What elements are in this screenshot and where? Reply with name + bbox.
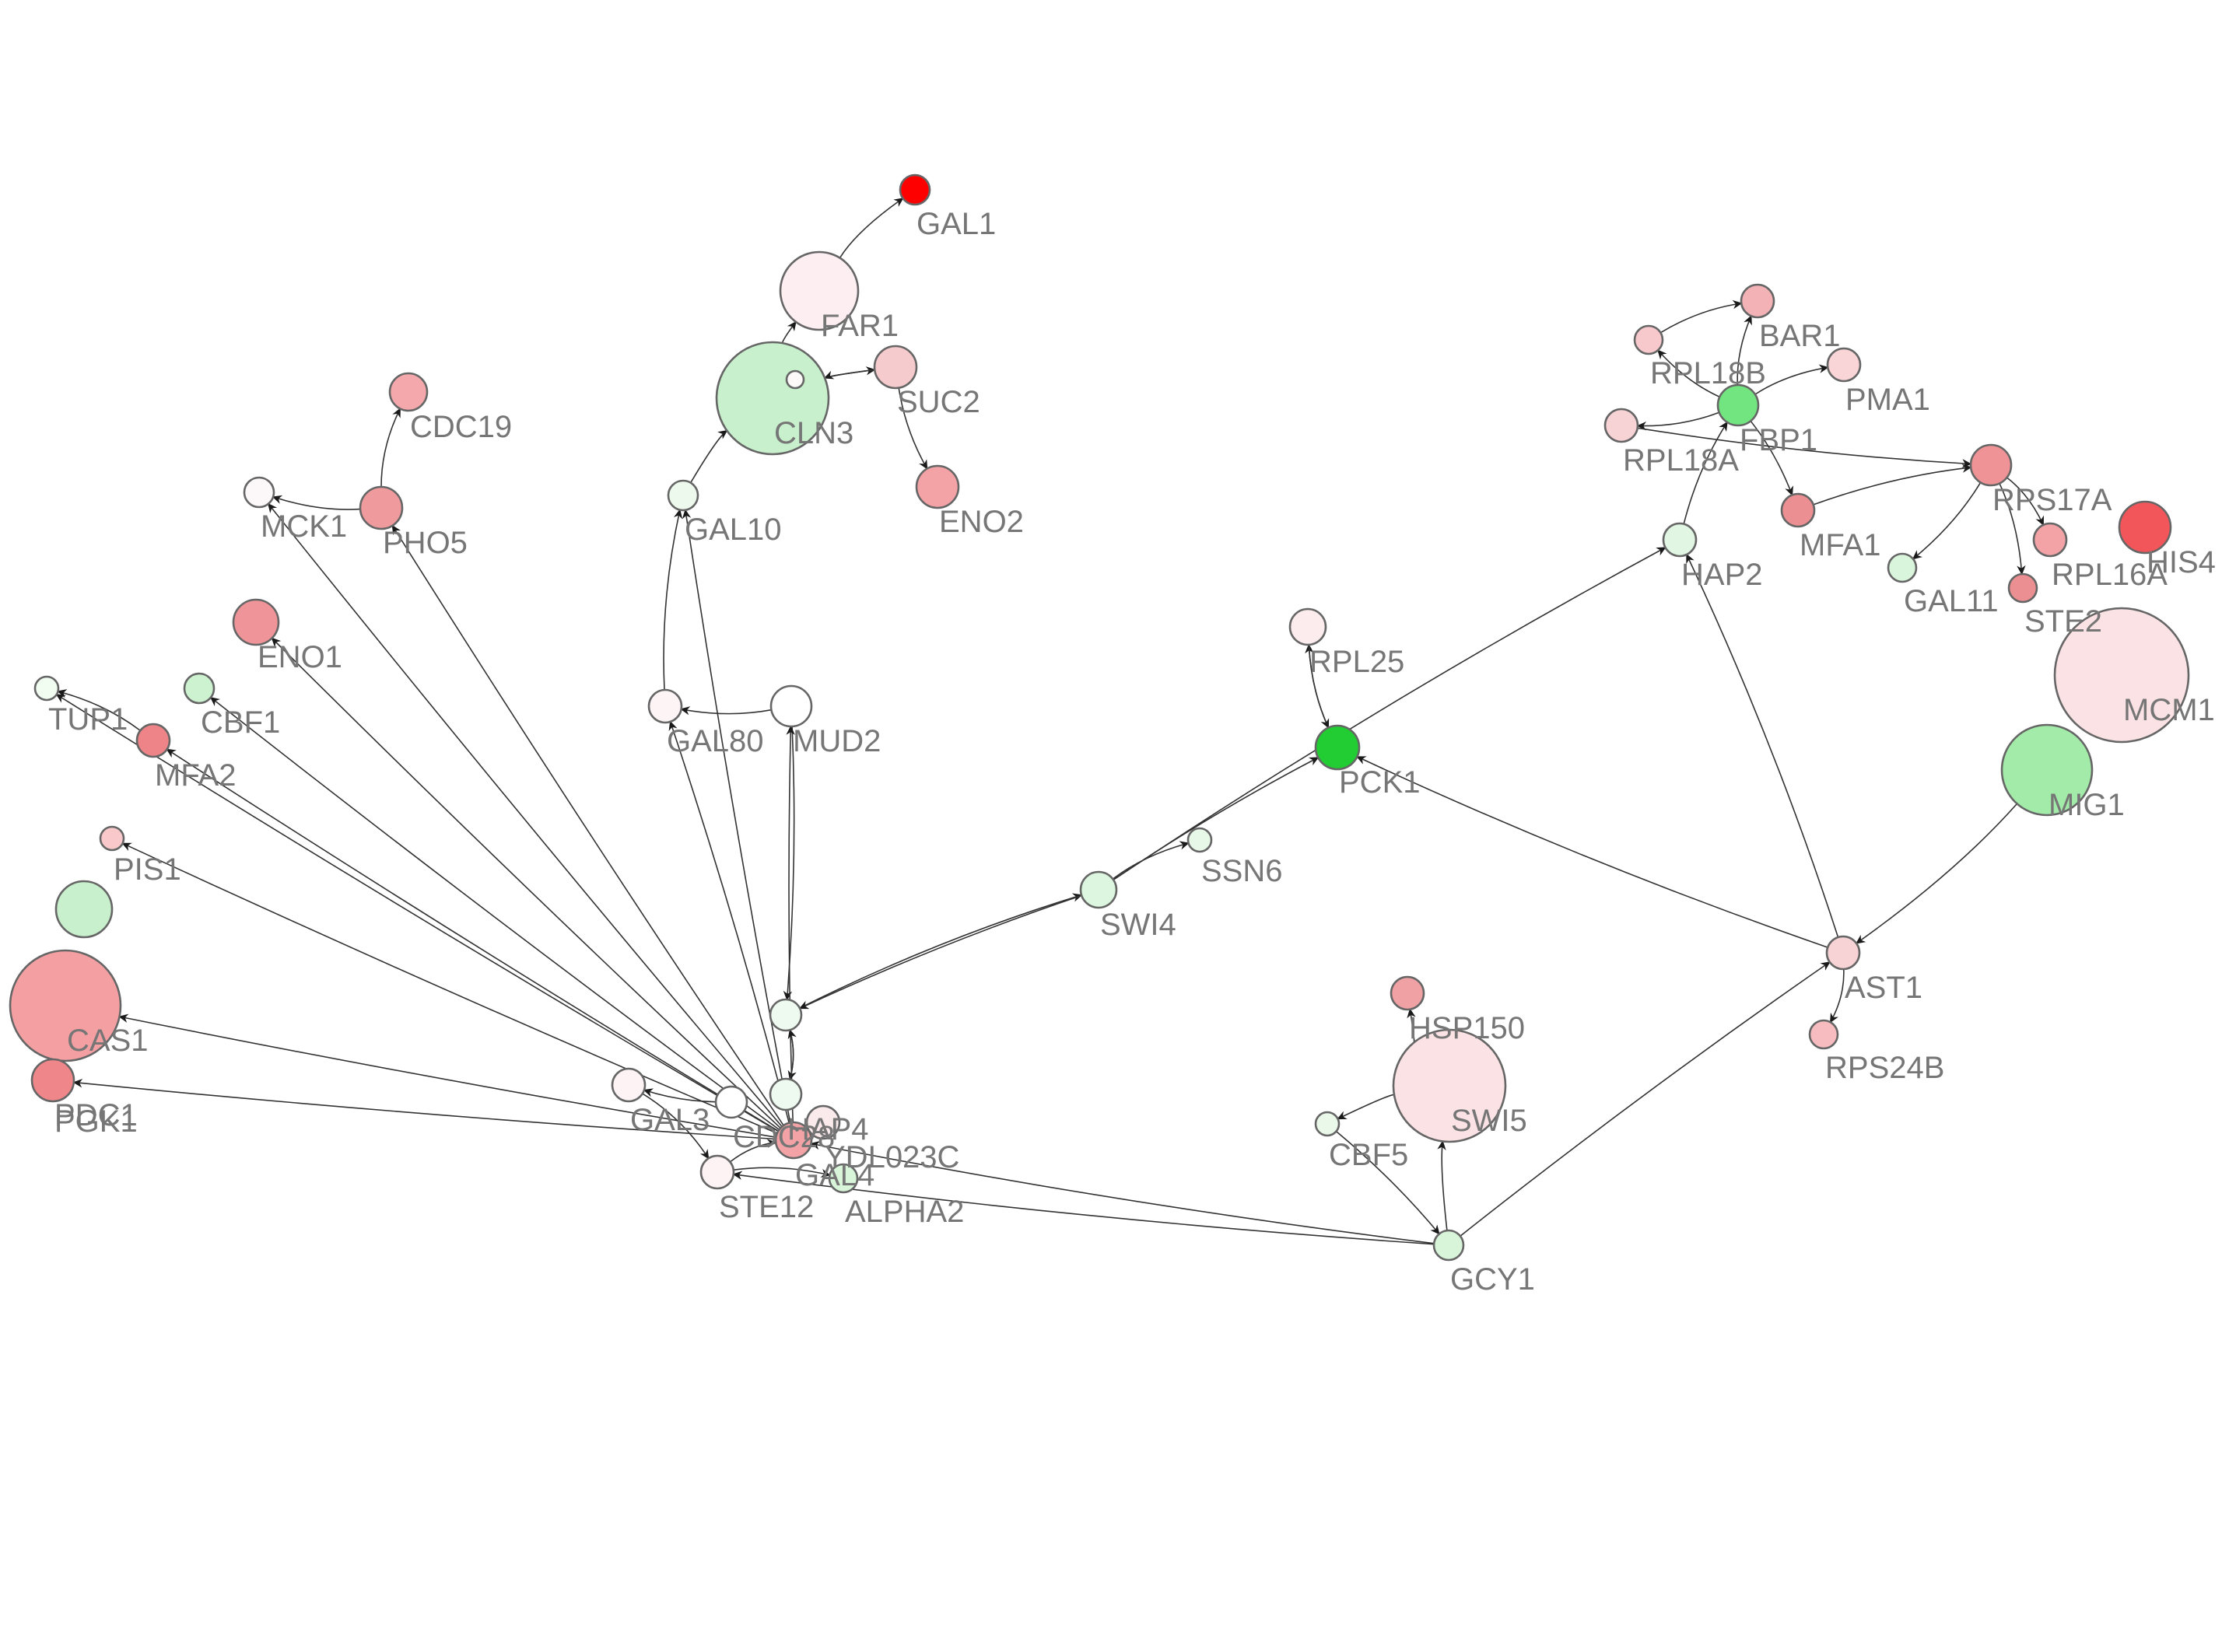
svg-text:BAR1: BAR1 (1759, 319, 1841, 353)
svg-text:HAP2: HAP2 (1681, 558, 1763, 592)
svg-text:RPL18A: RPL18A (1623, 443, 1739, 478)
svg-text:PGK1: PGK1 (54, 1104, 138, 1139)
svg-text:GAL3: GAL3 (630, 1103, 710, 1137)
svg-text:ENO1: ENO1 (258, 640, 342, 674)
svg-text:PHO5: PHO5 (383, 526, 468, 560)
svg-text:ENO2: ENO2 (939, 505, 1024, 539)
svg-text:HSP150: HSP150 (1409, 1011, 1525, 1045)
svg-text:HIS4: HIS4 (2147, 545, 2216, 579)
svg-text:GAL1: GAL1 (916, 207, 996, 241)
svg-text:SSN6: SSN6 (1201, 854, 1283, 888)
svg-text:CBF1: CBF1 (201, 705, 280, 740)
svg-text:PIS1: PIS1 (114, 852, 181, 887)
svg-text:RPL18B: RPL18B (1650, 356, 1766, 390)
svg-text:FBP1: FBP1 (1740, 423, 1817, 457)
svg-text:AST1: AST1 (1845, 971, 1922, 1005)
svg-text:CBF5: CBF5 (1329, 1138, 1408, 1172)
svg-text:GAL11: GAL11 (1904, 584, 1999, 618)
svg-text:FAR1: FAR1 (821, 309, 899, 343)
svg-text:CLN3: CLN3 (774, 416, 853, 450)
svg-text:STE2: STE2 (2024, 604, 2102, 639)
svg-text:MFA1: MFA1 (1800, 528, 1880, 562)
svg-text:HAP4: HAP4 (787, 1112, 869, 1146)
svg-text:PMA1: PMA1 (1845, 383, 1930, 417)
svg-text:GAL80: GAL80 (667, 724, 764, 758)
svg-text:SUC2: SUC2 (897, 385, 980, 419)
svg-text:MCK1: MCK1 (261, 509, 347, 544)
svg-text:TUP1: TUP1 (48, 702, 128, 737)
svg-text:MIG1: MIG1 (2049, 788, 2125, 822)
svg-text:GCY1: GCY1 (1450, 1262, 1535, 1297)
svg-text:CDC19: CDC19 (410, 410, 512, 444)
svg-text:GAL10: GAL10 (685, 513, 782, 547)
svg-text:ALPHA2: ALPHA2 (845, 1195, 964, 1229)
svg-text:MFA2: MFA2 (155, 758, 236, 793)
svg-text:RPL25: RPL25 (1309, 645, 1404, 679)
svg-text:CAS1: CAS1 (67, 1024, 149, 1058)
svg-text:RPS17A: RPS17A (1992, 483, 2112, 517)
svg-text:STE12: STE12 (719, 1190, 814, 1224)
svg-text:RPS24B: RPS24B (1825, 1051, 1944, 1085)
svg-text:MUD2: MUD2 (793, 724, 881, 758)
svg-text:PCK1: PCK1 (1339, 765, 1421, 800)
svg-text:SWI4: SWI4 (1100, 908, 1176, 942)
svg-text:MCM1: MCM1 (2123, 693, 2215, 727)
svg-text:SWI5: SWI5 (1451, 1104, 1527, 1138)
